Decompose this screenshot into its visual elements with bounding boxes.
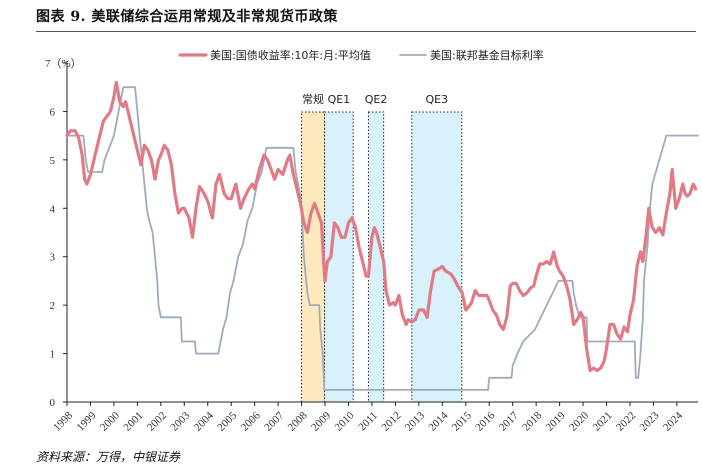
x-tick-label: 2002 bbox=[145, 410, 169, 434]
series-lines bbox=[65, 80, 699, 391]
x-tick-label: 2001 bbox=[121, 410, 145, 434]
legend-label-1: 美国:联邦基金目标利率 bbox=[430, 48, 544, 62]
x-tick-label: 1998 bbox=[51, 409, 75, 433]
x-tick-label: 2023 bbox=[638, 409, 662, 433]
x-tick-label: 1999 bbox=[75, 409, 99, 433]
y-axis-label: 7（%） bbox=[45, 57, 82, 70]
x-tick-label: 2013 bbox=[403, 409, 427, 433]
phase-region-3 bbox=[411, 111, 463, 403]
x-tick-label: 2003 bbox=[168, 409, 192, 433]
y-tick-label: 0 bbox=[50, 397, 56, 409]
phase-label-0: 常规 bbox=[302, 92, 324, 106]
x-tick-label: 2000 bbox=[98, 409, 122, 433]
phase-label-1: QE1 bbox=[328, 93, 351, 106]
x-tick-label: 2006 bbox=[239, 409, 263, 433]
y-tick-label: 2 bbox=[50, 300, 56, 312]
phase-label-2: QE2 bbox=[365, 93, 388, 106]
legend-label-0: 美国:国债收益率:10年:月:平均值 bbox=[210, 48, 371, 62]
x-tick-label: 2016 bbox=[473, 409, 497, 433]
x-tick-label: 2011 bbox=[356, 410, 380, 434]
phase-region-0 bbox=[301, 111, 326, 403]
x-tick-label: 2008 bbox=[286, 409, 310, 433]
x-tick-label: 2015 bbox=[450, 409, 474, 433]
x-tick-label: 2005 bbox=[215, 409, 239, 433]
source-note: 资料来源：万得，中银证券 bbox=[36, 450, 181, 464]
x-tick-label: 2022 bbox=[614, 410, 638, 434]
x-tick-label: 2017 bbox=[497, 409, 521, 433]
y-tick-label: 6 bbox=[50, 106, 56, 118]
x-tick-label: 2018 bbox=[520, 409, 544, 433]
x-tick-label: 2012 bbox=[379, 410, 403, 434]
y-tick-label: 3 bbox=[50, 252, 56, 264]
y-tick-label: 1 bbox=[50, 349, 56, 361]
y-tick-label: 5 bbox=[50, 155, 56, 167]
legend: 美国:国债收益率:10年:月:平均值 美国:联邦基金目标利率 bbox=[178, 48, 544, 62]
x-tick-label: 2024 bbox=[661, 409, 685, 433]
x-tick-label: 2004 bbox=[192, 409, 216, 433]
fed-funds-rate-line bbox=[66, 86, 699, 391]
x-tick-label: 2021 bbox=[591, 410, 615, 434]
title-rule bbox=[36, 31, 696, 32]
phase-label-3: QE3 bbox=[425, 93, 448, 106]
x-tick-label: 2010 bbox=[333, 409, 357, 433]
x-tick-label: 2007 bbox=[262, 409, 286, 433]
y-tick-label: 4 bbox=[50, 203, 56, 215]
x-tick-label: 2019 bbox=[544, 409, 568, 433]
x-tick-label: 2020 bbox=[567, 409, 591, 433]
x-tick-label: 2014 bbox=[426, 409, 450, 433]
x-tick-label: 2009 bbox=[309, 409, 333, 433]
figure-title: 图表 9. 美联储综合运用常规及非常规货币政策 bbox=[36, 9, 338, 25]
treasury-yield-line bbox=[65, 80, 698, 373]
